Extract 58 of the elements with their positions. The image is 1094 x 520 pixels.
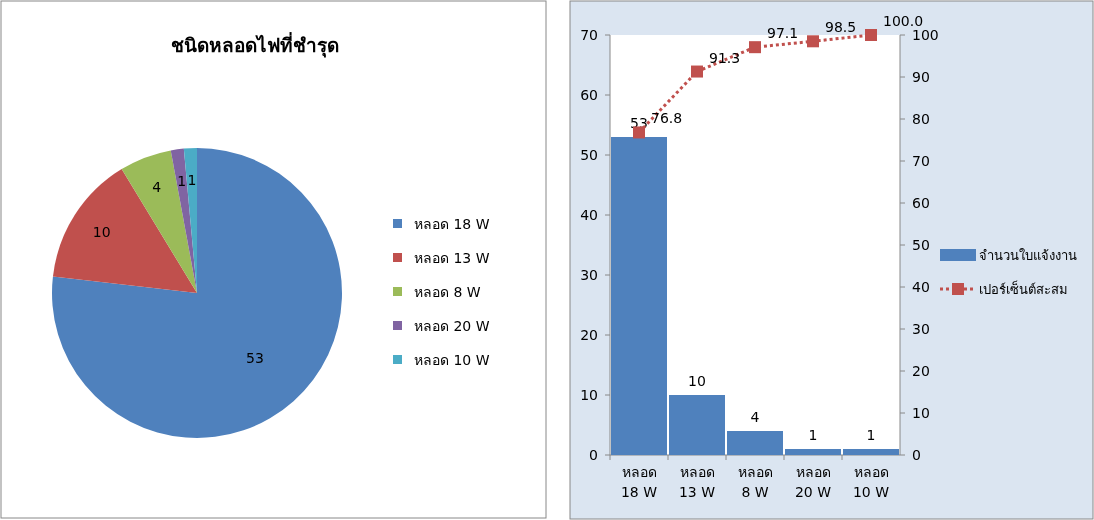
point xyxy=(807,35,819,48)
y2-tick-label: 20 xyxy=(912,363,930,379)
legend-label: หลอด 8 W xyxy=(414,284,481,300)
y-tick-label: 40 xyxy=(580,207,598,223)
bar xyxy=(611,137,667,455)
data-label: 1 xyxy=(177,172,187,189)
data-label: 10 xyxy=(688,373,706,389)
y-tick-label: 30 xyxy=(580,267,598,283)
data-label: 76.8 xyxy=(651,110,683,127)
legend-label: จำนวนใบแจ้งงาน xyxy=(979,248,1077,263)
legend-label: เปอร์เซ็นต์สะสม xyxy=(979,280,1068,297)
chart-title: ชนิดหลอดไฟที่ชำรุด xyxy=(171,32,339,58)
pie-slice xyxy=(52,148,342,438)
data-label: 4 xyxy=(750,409,760,425)
y2-tick-label: 80 xyxy=(912,111,930,127)
y-tick-label: 60 xyxy=(580,87,598,103)
y-tick-label: 10 xyxy=(580,387,598,403)
data-label: 100.0 xyxy=(883,13,924,29)
y-tick-label: 20 xyxy=(580,327,598,343)
point xyxy=(691,65,703,78)
pie-slice xyxy=(170,148,197,293)
y2-tick-label: 30 xyxy=(912,321,930,337)
pie-slice xyxy=(121,150,197,293)
point xyxy=(749,41,761,54)
bar xyxy=(669,395,725,455)
x-tick-label: หลอด 13 W xyxy=(678,464,716,500)
x-tick-label: หลอด 18 W xyxy=(620,464,658,500)
y2-tick-label: 70 xyxy=(912,153,930,169)
x-tick-label: หลอด 20 W xyxy=(794,464,832,500)
y2-tick-label: 90 xyxy=(912,69,930,85)
bar xyxy=(727,431,783,455)
point xyxy=(865,29,877,41)
legend-label: หลอด 20 W xyxy=(414,318,490,334)
x-tick-label: หลอด 10 W xyxy=(852,464,890,500)
y2-tick-label: 40 xyxy=(912,279,930,295)
y-tick-label: 70 xyxy=(580,27,598,43)
data-label: 1 xyxy=(187,172,197,189)
bar xyxy=(785,449,841,455)
data-label: 10 xyxy=(92,224,111,241)
pie-slice xyxy=(52,169,197,293)
y2-tick-label: 60 xyxy=(912,195,930,211)
y2-tick-label: 50 xyxy=(912,237,930,253)
data-label: 1 xyxy=(808,427,818,443)
data-label: 4 xyxy=(152,179,162,196)
data-label: 98.5 xyxy=(825,19,857,36)
y2-tick-label: 10 xyxy=(912,405,930,421)
y-tick-label: 0 xyxy=(589,447,598,463)
y-tick-label: 50 xyxy=(580,147,598,163)
legend-label: หลอด 13 W xyxy=(414,250,490,266)
y2-tick-label: 0 xyxy=(912,447,921,463)
y2-tick-label: 100 xyxy=(912,27,939,43)
legend-label: หลอด 18 W xyxy=(414,216,490,232)
legend-label: หลอด 10 W xyxy=(414,352,490,368)
bar xyxy=(843,449,899,455)
data-label: 97.1 xyxy=(767,25,799,42)
x-tick-label: หลอด 8 W xyxy=(737,464,773,500)
data-label: 1 xyxy=(866,427,876,443)
data-label: 53 xyxy=(246,349,264,366)
